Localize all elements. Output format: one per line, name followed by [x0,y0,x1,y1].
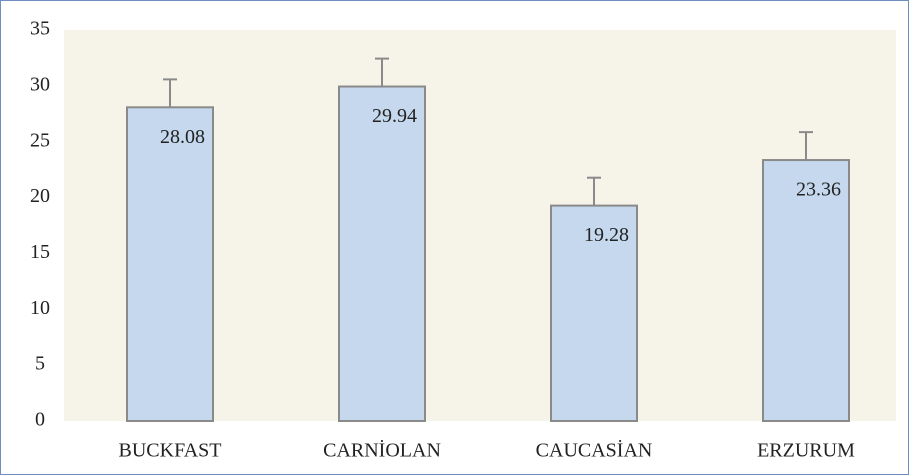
y-tick-label: 20 [30,185,50,207]
y-tick-label: 5 [35,353,45,375]
error-bar [163,78,177,108]
bar [126,106,214,423]
value-label: 19.28 [584,224,629,246]
value-label: 23.36 [796,179,841,201]
value-label: 28.08 [160,126,205,148]
y-tick-label: 15 [30,241,50,263]
x-tick-label: CARNİOLAN [323,439,441,462]
x-tick-label: CAUCASİAN [536,439,653,462]
error-bar [799,131,813,161]
y-tick-label: 0 [35,409,45,431]
y-tick-label: 35 [30,18,50,40]
x-tick-label: ERZURUM [757,440,855,462]
bar [550,204,638,422]
value-label: 29.94 [372,105,417,127]
y-tick-label: 10 [30,297,50,319]
error-bar [375,57,389,87]
x-tick-label: BUCKFAST [119,440,222,462]
y-tick-label: 30 [30,73,50,95]
bar [762,159,850,422]
error-bar [587,176,601,206]
y-tick-label: 25 [30,129,50,151]
bar [338,85,426,422]
